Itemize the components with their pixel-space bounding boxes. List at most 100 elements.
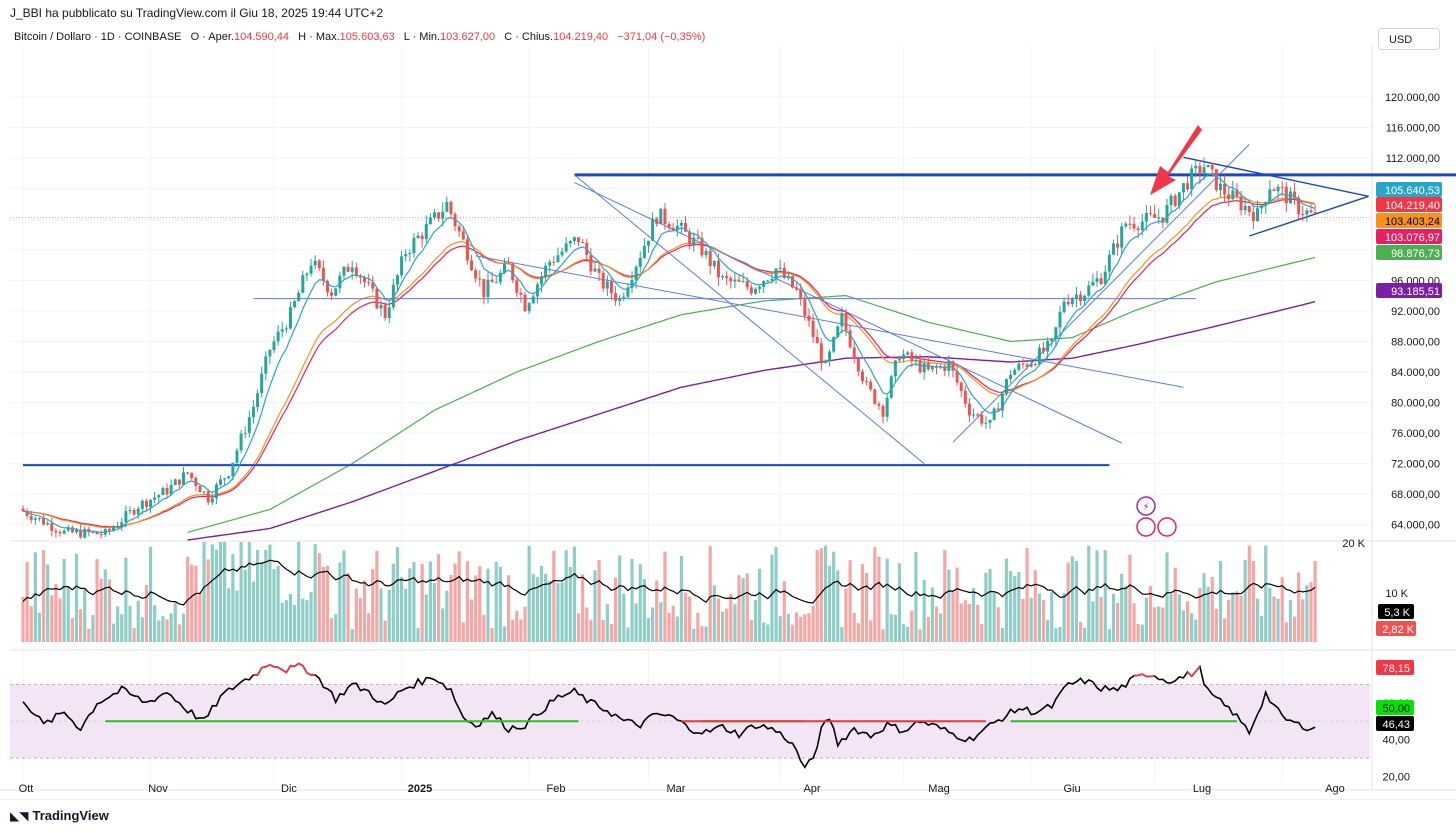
candle-body bbox=[675, 225, 679, 231]
volume-bar bbox=[37, 612, 42, 642]
volume-bar bbox=[1169, 594, 1173, 642]
volume-bar bbox=[1111, 593, 1116, 642]
volume-bar bbox=[383, 620, 387, 642]
candle-body bbox=[865, 381, 869, 383]
price-axis-tick: 92.000,00 bbox=[1391, 306, 1440, 318]
candle-body bbox=[1305, 210, 1309, 215]
candle-body bbox=[346, 266, 350, 272]
volume-bar bbox=[696, 613, 700, 642]
volume-bar bbox=[626, 627, 630, 642]
candle-body bbox=[214, 484, 218, 499]
volume-bar bbox=[1058, 626, 1062, 642]
candle-body bbox=[441, 211, 445, 219]
volume-bar bbox=[474, 575, 478, 642]
volume-bar bbox=[708, 546, 712, 642]
volume-bar bbox=[832, 551, 836, 642]
candle-body bbox=[437, 212, 441, 219]
volume-bar bbox=[1214, 608, 1218, 642]
volume-bar bbox=[288, 593, 293, 642]
candle-body bbox=[996, 408, 1000, 411]
volume-bar bbox=[50, 595, 54, 642]
candle-body bbox=[99, 534, 103, 536]
candle-body bbox=[1301, 214, 1305, 216]
candle-body bbox=[280, 329, 284, 332]
candle-body bbox=[910, 352, 914, 361]
candle-body bbox=[1157, 217, 1161, 219]
candle-body bbox=[149, 499, 153, 507]
candle-body bbox=[1009, 374, 1013, 380]
volume-bar bbox=[930, 587, 935, 642]
candle-body bbox=[354, 267, 358, 276]
published-by-text: J_BBI ha pubblicato su TradingView.com i… bbox=[10, 6, 384, 20]
volume-bar bbox=[350, 629, 354, 642]
volume-bar bbox=[1194, 619, 1198, 642]
candle-body bbox=[1235, 190, 1239, 197]
candle-body bbox=[770, 278, 774, 281]
candle-body bbox=[782, 267, 786, 279]
volume-bar bbox=[1078, 621, 1083, 642]
volume-bar bbox=[1243, 559, 1247, 642]
candle-body bbox=[1309, 210, 1313, 213]
volume-bar bbox=[1004, 558, 1009, 642]
ema-orange-line bbox=[22, 196, 1316, 529]
volume-bar bbox=[1017, 572, 1021, 642]
volume-bar bbox=[836, 570, 840, 642]
volume-bar bbox=[799, 616, 803, 642]
candle-body bbox=[449, 201, 453, 215]
candle-body bbox=[404, 254, 408, 257]
volume-bar bbox=[860, 564, 865, 642]
volume-bar bbox=[276, 566, 280, 642]
volume-bar bbox=[1054, 628, 1058, 642]
volume-bar bbox=[206, 559, 210, 642]
price-chart[interactable]: ⚡120.000,00116.000,00112.000,00108.000,0… bbox=[0, 0, 1456, 800]
volume-bar bbox=[1120, 573, 1124, 642]
volume-bar bbox=[531, 574, 535, 642]
candle-body bbox=[716, 260, 720, 278]
price-axis-tick: 72.000,00 bbox=[1391, 459, 1440, 471]
volume-bar bbox=[659, 602, 663, 642]
volume-bar bbox=[539, 565, 544, 642]
candle-body bbox=[153, 497, 157, 500]
volume-bar bbox=[807, 613, 811, 642]
volume-bar bbox=[116, 606, 120, 642]
candle-body bbox=[227, 476, 231, 479]
volume-bar bbox=[194, 565, 198, 642]
volume-bar bbox=[749, 619, 753, 642]
volume-bar bbox=[527, 545, 531, 642]
candle-body bbox=[482, 279, 486, 298]
high-value: 105.603,63 bbox=[339, 31, 395, 43]
volume-bar bbox=[272, 569, 276, 642]
candle-body bbox=[334, 288, 338, 296]
volume-bar bbox=[247, 542, 251, 642]
volume-bar bbox=[955, 567, 959, 642]
volume-axis-tick: 10 K bbox=[1385, 588, 1408, 600]
change-value: −371,04 (−0,35%) bbox=[617, 31, 706, 43]
candle-body bbox=[1210, 164, 1214, 170]
candle-body bbox=[1186, 183, 1190, 190]
trend-line bbox=[574, 174, 925, 465]
candle-body bbox=[1144, 213, 1148, 222]
volume-bar bbox=[1239, 595, 1243, 642]
candle-body bbox=[433, 212, 436, 218]
candle-body bbox=[634, 266, 638, 281]
volume-bar bbox=[1264, 545, 1268, 642]
volume-bar bbox=[984, 572, 988, 642]
price-label-box bbox=[1376, 197, 1442, 212]
volume-bar bbox=[1070, 556, 1074, 642]
volume-bar bbox=[395, 547, 400, 642]
volume-bar bbox=[173, 602, 177, 642]
candle-body bbox=[91, 531, 95, 533]
price-axis-tick: 64.000,00 bbox=[1391, 520, 1440, 532]
candle-body bbox=[243, 432, 247, 434]
candle-body bbox=[1251, 212, 1255, 222]
us-flag-icon bbox=[1136, 517, 1156, 537]
candle-body bbox=[288, 307, 292, 329]
volume-bar bbox=[716, 598, 721, 642]
volume-bar bbox=[1284, 622, 1288, 642]
candle-body bbox=[848, 330, 852, 348]
candle-body bbox=[823, 361, 827, 364]
candle-body bbox=[358, 275, 362, 278]
price-label-box bbox=[1376, 213, 1442, 228]
candle-body bbox=[132, 509, 136, 515]
currency-button[interactable]: USD bbox=[1378, 28, 1440, 50]
